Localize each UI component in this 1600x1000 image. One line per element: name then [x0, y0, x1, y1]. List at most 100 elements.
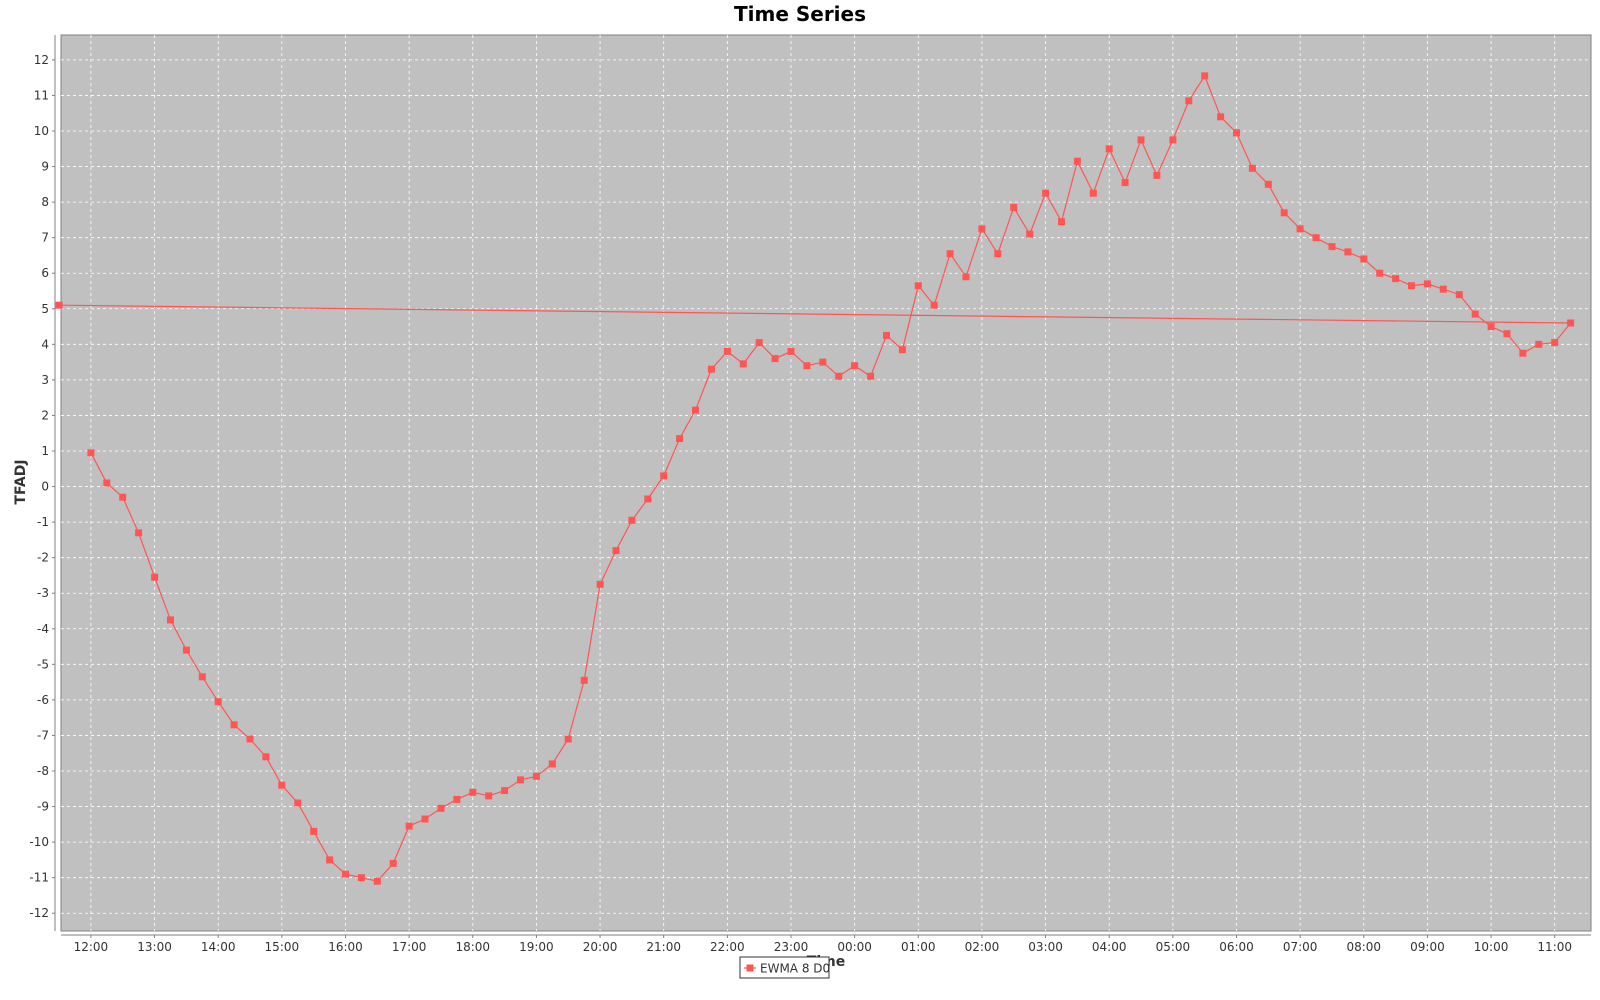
data-point	[453, 795, 461, 803]
data-point	[707, 365, 715, 373]
data-point	[771, 355, 779, 363]
x-tick-label: 19:00	[519, 940, 554, 954]
data-point	[342, 870, 349, 878]
data-point	[87, 449, 95, 457]
data-point	[660, 472, 668, 480]
data-point	[1153, 171, 1161, 179]
data-point	[914, 282, 922, 290]
x-tick-label: 16:00	[328, 940, 363, 954]
data-point	[692, 406, 699, 414]
y-tick-label: 10	[34, 124, 49, 138]
data-point	[1503, 330, 1511, 338]
data-point	[326, 856, 334, 864]
data-point	[151, 573, 159, 581]
x-tick-label: 11:00	[1537, 940, 1572, 954]
y-axis: -12-11-10-9-8-7-6-5-4-3-2-10123456789101…	[29, 35, 56, 931]
data-point	[1169, 136, 1177, 144]
x-tick-label: 09:00	[1410, 940, 1445, 954]
data-point	[517, 776, 524, 784]
data-point	[1376, 269, 1384, 277]
data-point	[1217, 113, 1225, 121]
data-point	[580, 676, 588, 684]
y-tick-label: 11	[34, 88, 49, 102]
data-point	[596, 580, 604, 588]
y-tick-label: 8	[41, 195, 49, 209]
y-tick-label: -7	[37, 728, 49, 742]
data-point	[532, 772, 540, 780]
x-axis: 12:00 13:00 14:00 15:00 16:00 17:00 18:00 19:00…	[61, 934, 1591, 954]
data-point	[373, 877, 381, 885]
y-axis-label: TFADJ	[13, 459, 29, 504]
data-point	[1026, 230, 1034, 238]
data-point	[1264, 180, 1272, 188]
y-tick-label: 7	[41, 231, 49, 245]
data-point	[182, 646, 190, 654]
data-point	[55, 301, 63, 309]
data-point	[612, 547, 620, 555]
y-tick-label: -6	[37, 693, 49, 707]
x-tick-label: 22:00	[710, 940, 745, 954]
data-point	[1042, 189, 1050, 197]
x-tick-label: 13:00	[137, 940, 172, 954]
data-point	[898, 346, 906, 354]
data-point	[994, 250, 1002, 258]
y-tick-label: -4	[37, 622, 49, 636]
y-tick-label: 12	[34, 53, 49, 67]
data-point	[1105, 145, 1113, 153]
x-tick-label: 00:00	[837, 940, 872, 954]
data-point	[357, 874, 365, 882]
data-point	[564, 735, 572, 743]
data-point	[1185, 97, 1193, 105]
data-point	[628, 516, 636, 524]
data-point	[1551, 339, 1559, 347]
y-tick-label: 6	[41, 266, 49, 280]
data-point	[262, 753, 270, 761]
data-point	[230, 721, 238, 729]
data-point	[1535, 340, 1543, 348]
data-point	[867, 372, 875, 380]
x-tick-label: 23:00	[774, 940, 809, 954]
data-point	[1439, 285, 1447, 293]
data-point	[1423, 280, 1431, 288]
y-tick-label: -9	[37, 800, 49, 814]
data-point	[198, 673, 206, 681]
data-point	[946, 250, 954, 258]
x-tick-label: 18:00	[455, 940, 490, 954]
data-point	[405, 822, 413, 830]
data-point	[1455, 291, 1463, 299]
x-tick-label: 14:00	[201, 940, 236, 954]
x-tick-label: 08:00	[1346, 940, 1381, 954]
x-tick-label: 10:00	[1474, 940, 1509, 954]
x-tick-label: 06:00	[1219, 940, 1254, 954]
y-tick-label: -11	[29, 871, 49, 885]
y-tick-label: -3	[37, 586, 49, 600]
legend-box	[739, 956, 830, 979]
data-point	[962, 273, 970, 281]
data-point	[1073, 157, 1081, 165]
data-point	[310, 827, 318, 835]
y-tick-label: 5	[41, 302, 49, 316]
data-point	[723, 347, 731, 355]
grid-lines	[61, 35, 1591, 931]
y-tick-label: 2	[41, 408, 49, 422]
x-tick-label: 12:00	[74, 940, 109, 954]
plot-area	[60, 34, 1592, 932]
data-point	[1344, 248, 1352, 256]
data-point	[644, 495, 652, 503]
data-point	[755, 339, 763, 347]
x-tick-label: 15:00	[265, 940, 300, 954]
data-point	[1360, 255, 1368, 263]
data-point	[246, 735, 254, 743]
x-tick-label: 02:00	[965, 940, 1000, 954]
data-point	[1567, 319, 1575, 327]
x-tick-label: 21:00	[646, 940, 681, 954]
data-point	[978, 225, 986, 233]
data-point	[1058, 218, 1065, 226]
data-point	[485, 792, 493, 800]
data-point	[421, 815, 429, 823]
legend-marker-swatch	[746, 964, 754, 972]
data-point	[1392, 275, 1400, 283]
data-point	[739, 360, 747, 368]
data-point	[501, 787, 509, 795]
